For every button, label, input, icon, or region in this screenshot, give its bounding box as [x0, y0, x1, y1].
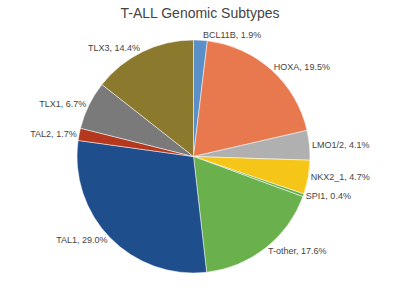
svg-text:SPI1, 0.4%: SPI1, 0.4% — [306, 191, 351, 201]
svg-text:T-other, 17.6%: T-other, 17.6% — [268, 246, 327, 256]
svg-text:TAL2, 1.7%: TAL2, 1.7% — [30, 129, 76, 139]
svg-text:TLX3, 14.4%: TLX3, 14.4% — [88, 43, 140, 53]
svg-text:NKX2_1, 4.7%: NKX2_1, 4.7% — [311, 172, 370, 182]
svg-text:LMO1/2, 4.1%: LMO1/2, 4.1% — [312, 140, 370, 150]
svg-text:T-ALL Genomic Subtypes: T-ALL Genomic Subtypes — [120, 5, 279, 21]
svg-text:TLX1, 6.7%: TLX1, 6.7% — [39, 99, 86, 109]
svg-text:BCL11B, 1.9%: BCL11B, 1.9% — [203, 30, 261, 40]
svg-text:TAL1, 29.0%: TAL1, 29.0% — [56, 235, 107, 245]
svg-text:HOXA, 19.5%: HOXA, 19.5% — [274, 62, 330, 72]
